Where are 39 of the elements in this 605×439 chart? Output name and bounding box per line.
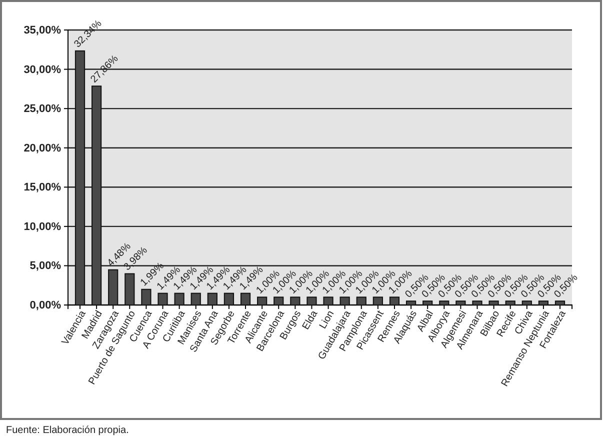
bar [356, 296, 366, 306]
bar [141, 288, 152, 306]
y-tick-label: 20,00% [24, 142, 62, 154]
y-tick-label: 5,00% [30, 260, 62, 272]
y-tick-label: 0,00% [30, 300, 62, 312]
y-tick-label: 15,00% [24, 182, 62, 194]
bar [158, 292, 168, 306]
bar [505, 300, 516, 306]
bar [554, 300, 566, 306]
bar [207, 292, 218, 306]
bar [174, 292, 184, 306]
source-note: Fuente: Elaboración propia. [6, 425, 129, 436]
bar [74, 50, 86, 306]
bar [389, 296, 400, 306]
bar [522, 300, 532, 306]
bar [472, 300, 482, 306]
bar [124, 273, 135, 306]
y-tick-label: 25,00% [24, 103, 62, 116]
bar [372, 296, 383, 306]
bar [422, 300, 433, 306]
bar [257, 296, 268, 306]
bar [290, 296, 300, 306]
y-tick-label: 35,00% [24, 24, 62, 37]
bar [488, 300, 499, 306]
bar [240, 292, 251, 306]
y-tick-label: 10,00% [24, 220, 62, 233]
y-tick-label: 30,00% [24, 64, 62, 76]
bar [224, 292, 234, 306]
bar [323, 296, 334, 306]
bar [439, 300, 450, 306]
bar [108, 269, 118, 306]
bar [274, 296, 284, 306]
bar [456, 300, 466, 306]
bar [340, 296, 350, 306]
bar [92, 86, 102, 306]
bar [406, 300, 416, 306]
bar [538, 300, 548, 306]
bar [190, 292, 201, 306]
bar [306, 296, 317, 306]
